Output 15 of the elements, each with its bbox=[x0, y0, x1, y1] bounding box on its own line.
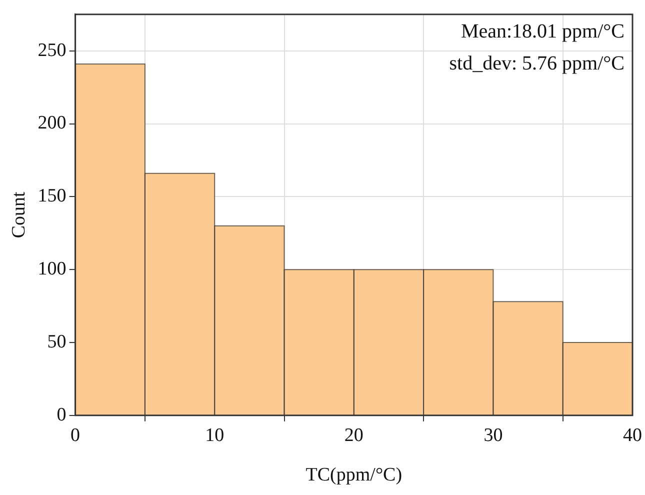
x-tick-label: 20 bbox=[344, 424, 364, 446]
x-tick-label: 0 bbox=[70, 424, 80, 446]
x-tick-label: 30 bbox=[484, 424, 503, 446]
x-tick-label: 40 bbox=[623, 424, 642, 446]
annotation: Mean:18.01 ppm/°C bbox=[460, 20, 624, 43]
y-tick-label: 250 bbox=[38, 40, 66, 61]
x-tick-label: 10 bbox=[205, 424, 224, 446]
y-tick-label: 100 bbox=[38, 258, 66, 280]
annotation: std_dev: 5.76 ppm/°C bbox=[449, 52, 624, 75]
y-tick-label: 200 bbox=[38, 112, 66, 134]
y-tick-label: 50 bbox=[47, 331, 66, 352]
y-tick-label: 0 bbox=[56, 404, 66, 426]
y-tick-label: 150 bbox=[38, 186, 66, 207]
y-axis-title: Count bbox=[8, 190, 30, 238]
x-axis-title: TC(ppm/°C) bbox=[306, 464, 402, 486]
